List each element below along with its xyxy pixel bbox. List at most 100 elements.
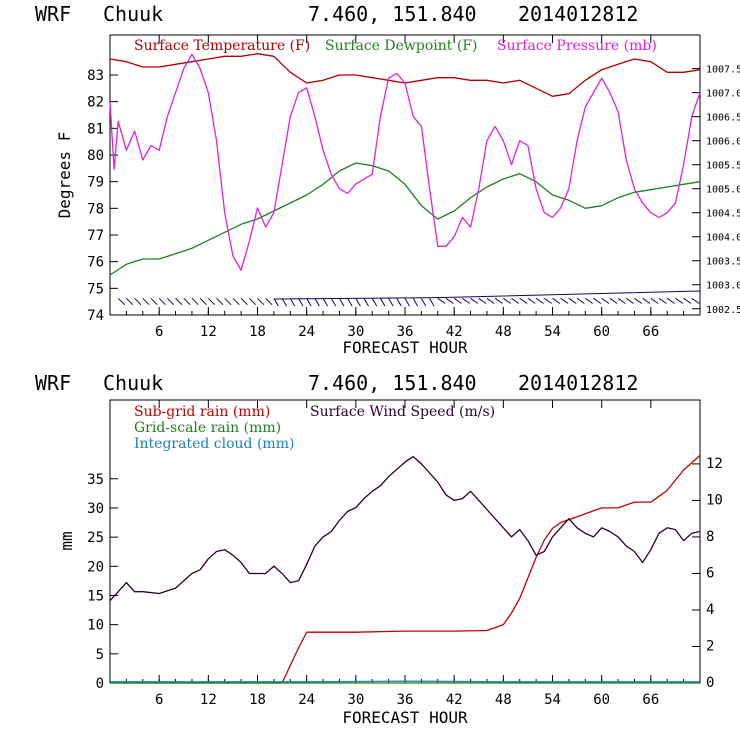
panel2-series-line-3 (109, 455, 701, 602)
wind-barb (371, 298, 378, 307)
wind-barb (298, 298, 304, 307)
panel2-header: WRF Chuuk 7.460, 151.840 2014012812 (35, 371, 638, 395)
wind-barb (199, 297, 207, 306)
panel2-y-tick-label: 30 (87, 501, 104, 517)
panel1-x-tick-label: 18 (249, 324, 266, 340)
panel1-x-tick-label: 54 (544, 324, 561, 340)
panel1-y2-tick-label: 1004.5 (706, 209, 740, 220)
panel1-plot-frame (109, 34, 701, 316)
panel2-y-tick-label: 20 (87, 559, 104, 575)
wind-barb (576, 297, 585, 304)
wind-barb (183, 297, 191, 306)
wind-barb (470, 297, 479, 304)
panel2-model: WRF (35, 371, 71, 395)
panel1-x-tick-label: 36 (397, 324, 414, 340)
panel2-y2-tick-label: 4 (706, 602, 714, 618)
wind-barb (273, 298, 279, 307)
panel2-x-tick-label: 24 (298, 692, 315, 708)
panel1-legend-entry: Surface Temperature (F) (134, 38, 310, 54)
panel1-x-axis-label: FORECAST HOUR (342, 338, 468, 357)
wind-barb (478, 297, 487, 304)
panel2-station: Chuuk (103, 371, 163, 395)
wind-barb (150, 297, 158, 306)
wind-barb (453, 297, 462, 304)
panel2-y2-tick-label: 8 (706, 529, 714, 545)
panel1-y-tick-label: 74 (87, 308, 104, 324)
wind-barb (642, 297, 651, 304)
wind-barb (339, 298, 345, 307)
wind-barb (404, 298, 410, 307)
wind-barb (355, 298, 361, 307)
wind-barb (437, 297, 446, 304)
wind-barb (650, 297, 659, 304)
wind-barb (584, 297, 593, 304)
panel1-y2-tick-label: 1007.5 (706, 65, 740, 76)
wind-barb (240, 297, 248, 306)
wind-barb (535, 297, 544, 304)
panel1-y-tick-label: 81 (87, 121, 104, 137)
wind-barb (265, 297, 273, 306)
wind-barb (568, 297, 577, 304)
wind-barb (625, 297, 634, 304)
wind-barb (314, 298, 320, 307)
wind-barb (527, 297, 536, 304)
panel1-x-tick-label: 66 (642, 324, 659, 340)
wind-barb (175, 297, 183, 306)
wind-barb (388, 298, 394, 307)
panel1-legend-entry: Surface Dewpoint (F) (325, 38, 478, 54)
wind-barb (486, 297, 495, 304)
wind-barb (167, 297, 175, 306)
wind-barb (691, 297, 700, 304)
wind-barb (379, 298, 386, 307)
panel1-y2-tick-label: 1007.0 (706, 89, 740, 100)
panel2-coords: 7.460, 151.840 (308, 371, 477, 395)
wind-barb (420, 298, 427, 307)
wind-barb (445, 297, 454, 304)
panel1-coords: 7.460, 151.840 (308, 2, 477, 26)
wind-barb (396, 298, 402, 307)
wind-barb (330, 298, 337, 307)
panel2-y2-tick-label: 12 (706, 456, 723, 472)
panel2-y-tick-label: 15 (87, 588, 104, 604)
panel2-series-line-0 (110, 454, 701, 684)
panel2-x-tick-label: 12 (200, 692, 217, 708)
panel2-x-tick-label: 60 (593, 692, 610, 708)
wind-barb (289, 298, 296, 307)
wind-barb (593, 297, 602, 304)
wind-barb (675, 297, 684, 304)
wind-barb (552, 297, 561, 304)
panel1-y2-tick-label: 1003.0 (706, 281, 740, 292)
wind-barb (560, 297, 569, 304)
wind-barb (126, 297, 134, 306)
panel2-legend-entry: Grid-scale rain (mm) (134, 420, 281, 436)
wind-barb (257, 297, 265, 306)
panel1-x-tick-label: 12 (200, 324, 217, 340)
panel2-y-tick-label: 10 (87, 618, 104, 634)
panel1-series-line-0 (109, 53, 701, 97)
wind-barb (494, 297, 503, 304)
wind-barb (281, 298, 288, 307)
panel1-header: WRF Chuuk 7.460, 151.840 2014012812 (35, 2, 638, 26)
panel2-x-tick-label: 54 (544, 692, 561, 708)
panel2-x-tick-label: 6 (155, 692, 163, 708)
panel1-x-tick-label: 48 (495, 324, 512, 340)
wind-barb (117, 297, 125, 306)
panel2-y-tick-label: 25 (87, 530, 104, 546)
panel1-x-tick-label: 6 (155, 324, 163, 340)
wind-barb (224, 297, 232, 306)
wind-barb (363, 298, 369, 307)
panel1-y-tick-label: 75 (87, 281, 104, 297)
wind-barb (601, 297, 610, 304)
wind-barb (134, 297, 142, 306)
wind-barb (609, 297, 618, 304)
panel2-x-tick-label: 36 (397, 692, 414, 708)
panel2-x-tick-label: 66 (642, 692, 659, 708)
wind-barb (617, 297, 626, 304)
wind-barb (191, 297, 199, 306)
panel1-legend-entry: Surface Pressure (mb) (497, 38, 657, 54)
panel1-y-tick-label: 82 (87, 95, 104, 111)
panel2-series-line-2 (110, 680, 700, 683)
panel2-y-tick-label: 5 (96, 647, 104, 663)
panel1-y-tick-label: 78 (87, 201, 104, 217)
